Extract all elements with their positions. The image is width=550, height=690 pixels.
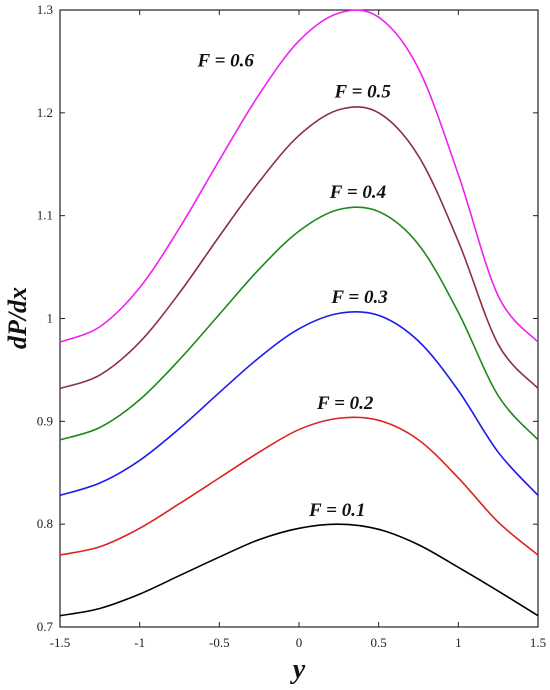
series-line-4 — [59, 206, 539, 441]
curve-label: F = 0.6 — [197, 51, 255, 72]
y-tick-label: 0.7 — [37, 619, 54, 634]
y-tick-label: 1.1 — [37, 208, 53, 223]
axis-ticks: -1.5 -1 -0.5 0 0.5 1 1.5 0.7 0.8 0.9 1 1.1 1.2 1.3 — [37, 2, 546, 650]
curves — [59, 9, 539, 617]
series-line-6 — [59, 9, 539, 343]
x-tick-label: 0.5 — [371, 635, 387, 650]
y-tick-label: 1.3 — [37, 2, 53, 17]
curve-label: F = 0.2 — [316, 393, 374, 414]
curve-label: F = 0.5 — [334, 81, 392, 102]
series-line-3 — [59, 311, 539, 497]
plot-area — [59, 9, 539, 628]
y-tick-label: 0.8 — [37, 516, 53, 531]
x-tick-label: 1.5 — [530, 635, 546, 650]
x-axis-title: y — [290, 654, 306, 685]
curve-label: F = 0.3 — [330, 287, 387, 308]
x-tick-label: 1 — [455, 635, 462, 650]
x-tick-label: 0 — [296, 635, 303, 650]
curve-label: F = 0.1 — [308, 500, 365, 521]
x-tick-label: -0.5 — [209, 635, 230, 650]
x-tick-label: -1 — [134, 635, 145, 650]
series-line-1 — [59, 523, 539, 617]
y-tick-label: 0.9 — [37, 413, 53, 428]
y-tick-label: 1.2 — [37, 105, 53, 120]
series-line-5 — [59, 106, 539, 390]
curve-label: F = 0.4 — [329, 182, 386, 203]
y-axis-title: dP/dx — [3, 287, 32, 349]
x-tick-label: -1.5 — [50, 635, 71, 650]
series-line-2 — [59, 416, 539, 556]
curve-labels: F = 0.6 F = 0.5 F = 0.4 F = 0.3 F = 0.2 F = 0… — [197, 51, 392, 521]
y-tick-label: 1 — [47, 311, 54, 326]
